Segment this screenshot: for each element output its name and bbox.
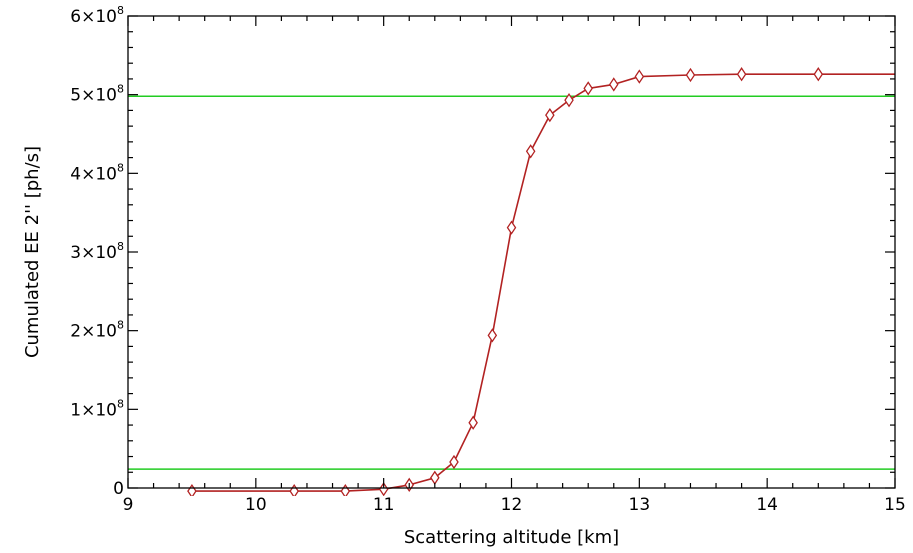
tick-layer: [127, 15, 896, 489]
data-point-marker: [449, 454, 459, 470]
y-tick-label: 1×108: [70, 397, 124, 420]
reference-lines: [128, 95, 895, 470]
y-tick-label: 4×108: [70, 161, 124, 184]
x-tick-labels: 9 10 11 12 13 14 15: [123, 495, 906, 515]
data-point-marker: [608, 77, 619, 92]
data-point-marker: [685, 67, 696, 83]
data-point-marker: [813, 67, 824, 82]
y-tick-label: 3×108: [70, 240, 124, 263]
data-point-marker: [583, 81, 593, 96]
x-tick-label: 14: [756, 495, 778, 515]
x-tick-label: 15: [884, 495, 906, 515]
marker-layer: [187, 67, 824, 496]
data-point-marker: [545, 107, 555, 123]
x-tick-label: 10: [245, 495, 267, 515]
x-tick-label: 9: [123, 495, 134, 515]
data-point-marker: [525, 144, 536, 159]
data-point-marker: [289, 483, 299, 496]
data-point-marker: [378, 482, 389, 496]
plot-frame: [127, 15, 896, 489]
data-point-marker: [634, 69, 645, 84]
data-point-marker: [187, 483, 197, 496]
data-point-marker: [487, 328, 498, 343]
series-line-0: [191, 73, 895, 492]
data-point-marker: [340, 483, 351, 496]
y-tick-label: 2×108: [70, 319, 124, 342]
y-tick-label: 0: [113, 479, 124, 499]
x-tick-label: 12: [501, 495, 523, 515]
data-point-marker: [506, 220, 517, 235]
x-tick-label: 11: [373, 495, 395, 515]
x-tick-label: 13: [629, 495, 651, 515]
y-tick-label: 6×108: [70, 4, 124, 27]
x-axis-title: Scattering altitude [km]: [404, 527, 619, 548]
data-point-marker: [564, 93, 574, 108]
y-tick-labels: 0 1×108 2×108 3×108 4×108 5×108 6×108: [70, 4, 124, 499]
data-point-marker: [468, 415, 478, 430]
y-tick-label: 5×108: [70, 83, 124, 106]
y-axis-title: Cumulated EE 2'' [ph/s]: [22, 146, 43, 358]
data-point-marker: [736, 67, 747, 82]
data-point-marker: [430, 470, 440, 485]
series-layer: [191, 73, 895, 492]
